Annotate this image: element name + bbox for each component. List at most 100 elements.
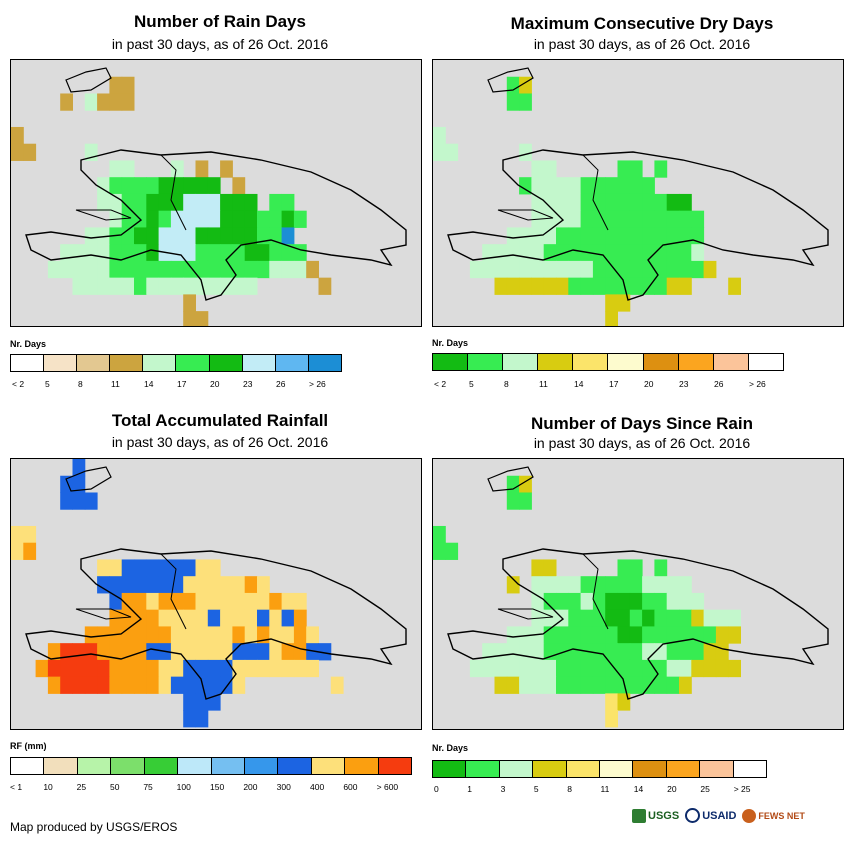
legend-swatch — [209, 355, 243, 371]
map-cell — [121, 177, 135, 195]
legend-label: 10 — [43, 782, 53, 792]
map-cell — [232, 626, 246, 644]
legend-label: < 2 — [434, 379, 447, 389]
legend-swatch — [44, 758, 78, 774]
legend-swatch — [242, 355, 276, 371]
map-cell — [617, 693, 631, 711]
legend-label: 20 — [210, 379, 220, 389]
map-cell — [318, 277, 332, 295]
map-cell — [109, 244, 123, 262]
map-cell — [269, 643, 283, 661]
legend-label: 17 — [177, 379, 187, 389]
legend-label: 25 — [76, 782, 87, 792]
map-cell — [617, 193, 631, 212]
legend-label: 5 — [533, 784, 539, 794]
map-cell — [134, 576, 147, 594]
map-cell — [109, 177, 123, 195]
legend-label: 5 — [45, 379, 50, 389]
map-cell — [666, 227, 680, 245]
legend-label: 50 — [110, 782, 120, 792]
map-cell — [146, 244, 160, 262]
usgs-logo: USGS — [632, 808, 679, 823]
map-cell — [183, 277, 196, 295]
map-cell — [703, 643, 717, 661]
map-cell — [506, 475, 520, 493]
legend-label: 100 — [176, 782, 191, 792]
map-cell — [543, 659, 557, 678]
map-cell — [72, 475, 86, 493]
map-cell — [281, 609, 295, 627]
map-cell — [568, 676, 582, 694]
map-cell — [158, 177, 172, 195]
map-cell — [605, 659, 618, 678]
legend-swatch — [11, 355, 45, 371]
map-cell — [244, 210, 258, 228]
map-cell — [654, 643, 668, 661]
map-cell — [568, 626, 582, 644]
map-cell — [183, 244, 196, 262]
map-cell — [629, 592, 643, 611]
legend-swatch — [44, 355, 78, 371]
legend-label: > 600 — [376, 782, 399, 792]
map-cell — [605, 676, 618, 694]
legend-label: 26 — [276, 379, 286, 389]
map-cell — [220, 227, 233, 245]
legend-label: 75 — [143, 782, 153, 792]
map-cell — [281, 260, 295, 279]
map-days-since-rain — [432, 458, 844, 730]
map-cell — [35, 659, 49, 678]
map-cell — [269, 193, 283, 212]
map-cell — [183, 576, 196, 594]
map-cell — [531, 676, 545, 694]
map-cell — [654, 227, 668, 245]
map-cell — [568, 210, 582, 228]
map-cell — [146, 277, 160, 295]
map-cell — [568, 576, 582, 594]
map-cell — [580, 193, 594, 212]
map-cell — [244, 626, 258, 644]
map-cell — [679, 676, 692, 694]
map-cell — [244, 260, 258, 279]
map-cell — [531, 659, 545, 678]
map-cell — [97, 260, 110, 279]
map-cell — [728, 277, 741, 295]
map-cell — [269, 592, 283, 611]
panel-title: Total Accumulated Rainfall — [111, 411, 329, 430]
map-cell — [543, 576, 557, 594]
map-cell — [109, 576, 123, 594]
map-cell — [232, 177, 246, 195]
map-cell — [580, 626, 594, 644]
map-cell — [654, 193, 668, 212]
map-cell — [257, 244, 270, 262]
legend-label: 14 — [633, 784, 644, 794]
map-cell — [183, 193, 196, 212]
map-cell — [629, 160, 643, 178]
island-outline — [447, 149, 829, 301]
map-cell — [183, 676, 196, 694]
map-cell — [109, 559, 123, 577]
map-cell — [232, 227, 246, 245]
map-cell — [494, 277, 508, 295]
legend-swatch — [499, 761, 534, 777]
map-cell — [592, 210, 606, 228]
map-cell — [220, 626, 233, 644]
map-cell — [195, 244, 209, 262]
border-line — [497, 553, 609, 630]
map-cell — [84, 626, 98, 644]
map-cell — [60, 659, 73, 678]
map-cell — [642, 260, 655, 279]
map-cell — [617, 260, 631, 279]
map-cell — [170, 260, 184, 279]
map-cell — [306, 659, 319, 678]
map-cell — [97, 559, 110, 577]
map-cell — [654, 244, 668, 262]
map-cell — [269, 244, 283, 262]
map-cell — [617, 227, 631, 245]
map-cell — [568, 592, 582, 611]
map-cell — [629, 659, 643, 678]
map-cell — [183, 311, 196, 326]
map-cell — [244, 659, 258, 678]
map-cell — [543, 609, 557, 627]
map-cell — [207, 277, 221, 295]
map-cell — [121, 659, 135, 678]
